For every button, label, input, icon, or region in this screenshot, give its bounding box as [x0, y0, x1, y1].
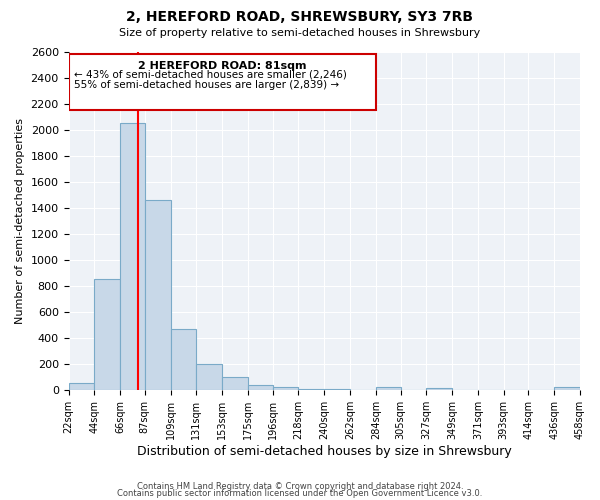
Bar — [68, 54, 376, 110]
Bar — [248, 384, 272, 390]
Bar — [145, 200, 170, 390]
Bar — [68, 384, 94, 390]
Bar — [196, 364, 222, 390]
X-axis label: Distribution of semi-detached houses by size in Shrewsbury: Distribution of semi-detached houses by … — [137, 444, 512, 458]
Text: 2, HEREFORD ROAD, SHREWSBURY, SY3 7RB: 2, HEREFORD ROAD, SHREWSBURY, SY3 7RB — [127, 10, 473, 24]
Y-axis label: Number of semi-detached properties: Number of semi-detached properties — [15, 118, 25, 324]
Text: Size of property relative to semi-detached houses in Shrewsbury: Size of property relative to semi-detach… — [119, 28, 481, 38]
Text: Contains public sector information licensed under the Open Government Licence v3: Contains public sector information licen… — [118, 490, 482, 498]
Bar — [376, 386, 401, 390]
Bar — [272, 387, 298, 390]
Bar — [94, 279, 120, 390]
Text: Contains HM Land Registry data © Crown copyright and database right 2024.: Contains HM Land Registry data © Crown c… — [137, 482, 463, 491]
Bar — [222, 378, 248, 390]
Text: 2 HEREFORD ROAD: 81sqm: 2 HEREFORD ROAD: 81sqm — [138, 60, 307, 70]
Bar — [554, 387, 580, 390]
Text: ← 43% of semi-detached houses are smaller (2,246): ← 43% of semi-detached houses are smalle… — [74, 70, 347, 80]
Bar — [170, 328, 196, 390]
Bar — [427, 388, 452, 390]
Bar — [298, 389, 324, 390]
Bar — [120, 123, 145, 390]
Text: 55% of semi-detached houses are larger (2,839) →: 55% of semi-detached houses are larger (… — [74, 80, 340, 90]
